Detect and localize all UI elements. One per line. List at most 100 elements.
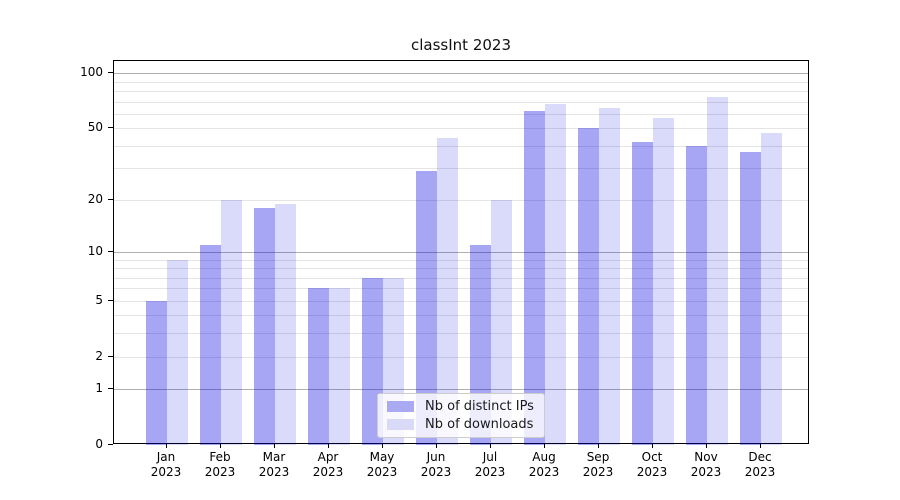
x-label-year-mar: 2023 — [258, 465, 290, 479]
gridline-y-10 — [114, 251, 808, 253]
gridline-y-40 — [114, 145, 808, 147]
x-tick-label-oct: Oct 2023 — [625, 450, 679, 480]
x-label-year-nov: 2023 — [690, 465, 722, 479]
bar-distinct_ips-dec-2023 — [740, 152, 761, 445]
bar-distinct_ips-aug-2023 — [524, 111, 545, 445]
y-tick-label-20: 20 — [87, 191, 103, 206]
bar-downloads-apr-2023 — [329, 288, 350, 445]
x-label-month-feb: Feb — [209, 450, 231, 464]
x-label-month-jan: Jan — [156, 450, 176, 464]
x-tick-label-dec: Dec 2023 — [733, 450, 787, 480]
y-tick-label-100: 100 — [80, 65, 103, 80]
gridline-y-100 — [114, 73, 808, 75]
y-tick-1 — [108, 388, 113, 390]
gridline-y-50 — [114, 128, 808, 130]
x-tick-label-sep: Sep 2023 — [571, 450, 625, 480]
legend: Nb of distinct IPs Nb of downloads — [377, 393, 545, 438]
x-label-month-may: May — [369, 450, 395, 464]
legend-item-distinct-ips: Nb of distinct IPs — [387, 399, 535, 414]
plot-area — [113, 60, 809, 445]
y-tick-50 — [108, 127, 113, 129]
x-tick-label-may: May 2023 — [355, 450, 409, 480]
gridline-y-8 — [114, 268, 808, 269]
y-tick-0 — [108, 444, 113, 445]
x-label-month-nov: Nov — [694, 450, 718, 464]
legend-swatch-distinct-ips-icon — [387, 401, 414, 412]
x-label-month-apr: Apr — [317, 450, 339, 464]
x-label-year-aug: 2023 — [528, 465, 560, 479]
bar-distinct_ips-apr-2023 — [308, 288, 329, 445]
y-tick-5 — [108, 299, 113, 301]
y-tick-10 — [108, 250, 113, 252]
bar-downloads-aug-2023 — [545, 103, 566, 445]
x-tick-label-mar: Mar 2023 — [247, 450, 301, 480]
x-label-month-jul: Jul — [482, 450, 498, 464]
x-tick-label-jun: Jun 2023 — [409, 450, 463, 480]
x-label-year-jan: 2023 — [150, 465, 182, 479]
y-tick-label-50: 50 — [87, 120, 103, 135]
x-tick-jul — [490, 444, 491, 448]
gridline-y-1 — [114, 389, 808, 391]
y-tick-label-10: 10 — [87, 243, 103, 258]
bar-downloads-jan-2023 — [167, 259, 188, 445]
gridline-y-4 — [114, 315, 808, 317]
x-tick-jun — [436, 444, 437, 448]
x-label-month-oct: Oct — [641, 450, 663, 464]
bar-distinct_ips-jun-2023 — [416, 171, 437, 445]
gridline-y-6 — [114, 288, 808, 290]
x-label-month-aug: Aug — [532, 450, 556, 464]
x-tick-nov — [706, 444, 707, 448]
bar-downloads-jul-2023 — [491, 199, 512, 445]
gridline-y-20 — [114, 199, 808, 201]
x-label-year-sep: 2023 — [582, 465, 614, 479]
y-tick-2 — [108, 355, 113, 357]
x-tick-apr — [328, 444, 329, 448]
x-tick-label-jan: Jan 2023 — [139, 450, 193, 480]
gridline-y-2 — [114, 356, 808, 358]
bar-downloads-feb-2023 — [221, 199, 242, 445]
bar-distinct_ips-oct-2023 — [632, 142, 653, 445]
bar-distinct_ips-feb-2023 — [200, 244, 221, 445]
y-tick-label-1: 1 — [95, 381, 103, 396]
gridline-y-60 — [114, 113, 808, 115]
x-tick-sep — [598, 444, 599, 448]
y-tick-100 — [108, 72, 113, 74]
legend-item-downloads: Nb of downloads — [387, 417, 535, 432]
x-label-year-apr: 2023 — [312, 465, 344, 479]
y-tick-label-5: 5 — [95, 292, 103, 307]
gridline-y-3 — [114, 333, 808, 335]
bar-distinct_ips-nov-2023 — [686, 145, 707, 445]
gridline-y-90 — [114, 81, 808, 83]
gridline-y-5 — [114, 300, 808, 302]
x-tick-feb — [220, 444, 221, 448]
legend-label-downloads: Nb of downloads — [425, 417, 534, 432]
y-tick-20 — [108, 198, 113, 200]
bar-downloads-nov-2023 — [707, 97, 728, 445]
x-label-year-feb: 2023 — [204, 465, 236, 479]
x-tick-aug — [544, 444, 545, 448]
bar-downloads-dec-2023 — [761, 133, 782, 445]
x-label-month-jun: Jun — [426, 450, 446, 464]
x-label-year-jun: 2023 — [420, 465, 452, 479]
x-label-year-may: 2023 — [366, 465, 398, 479]
bar-downloads-jun-2023 — [437, 138, 458, 445]
x-tick-label-jul: Jul 2023 — [463, 450, 517, 480]
gridline-y-7 — [114, 277, 808, 279]
x-tick-may — [382, 444, 383, 448]
x-tick-label-feb: Feb 2023 — [193, 450, 247, 480]
bar-distinct_ips-mar-2023 — [254, 207, 275, 445]
x-label-year-dec: 2023 — [744, 465, 776, 479]
x-tick-dec — [760, 444, 761, 448]
x-tick-oct — [652, 444, 653, 448]
legend-label-distinct-ips: Nb of distinct IPs — [425, 399, 534, 414]
bar-downloads-oct-2023 — [653, 117, 674, 445]
gridline-y-70 — [114, 101, 808, 103]
gridline-y-30 — [114, 168, 808, 170]
x-label-month-dec: Dec — [748, 450, 772, 464]
bar-distinct_ips-jan-2023 — [146, 300, 167, 445]
legend-swatch-downloads-icon — [387, 419, 414, 430]
bar-distinct_ips-sep-2023 — [578, 128, 599, 445]
x-tick-label-apr: Apr 2023 — [301, 450, 355, 480]
x-tick-label-aug: Aug 2023 — [517, 450, 571, 480]
